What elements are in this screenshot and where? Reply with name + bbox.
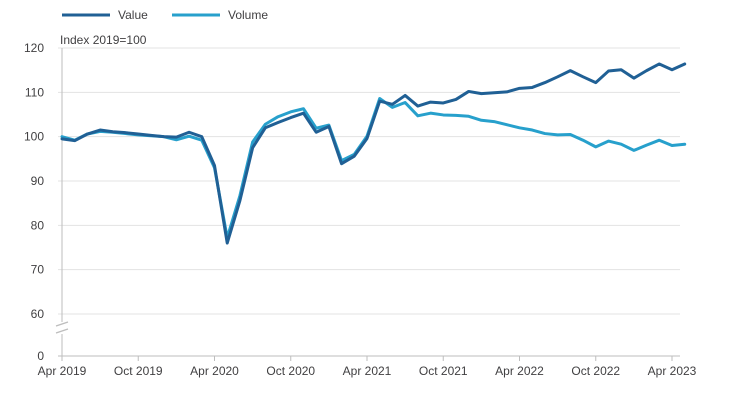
legend: Value Volume [62, 8, 268, 22]
x-tick-label-7: Oct 2022 [571, 364, 620, 378]
y-tick-label-90: 90 [31, 174, 45, 188]
x-tick-label-4: Apr 2021 [343, 364, 392, 378]
y-tick-label-60: 60 [31, 307, 45, 321]
y-tick-label-110: 110 [25, 85, 44, 99]
x-tick-label-8: Apr 2023 [648, 364, 697, 378]
gridlines [58, 47, 680, 315]
y-axis-tick-labels: 0 60 70 80 90 100 110 120 [24, 41, 44, 363]
x-tick-label-3: Oct 2020 [266, 364, 315, 378]
x-tick-label-5: Oct 2021 [419, 364, 468, 378]
legend-label-volume: Volume [228, 8, 268, 22]
y-tick-label-100: 100 [24, 130, 44, 144]
x-tick-label-6: Apr 2022 [495, 364, 544, 378]
legend-label-value: Value [118, 8, 148, 22]
y-axis-unit-label: Index 2019=100 [60, 33, 147, 47]
series-lines [60, 62, 687, 245]
axes [55, 48, 680, 357]
x-axis-tick-labels: Apr 2019 Oct 2019 Apr 2020 Oct 2020 Apr 2021… [38, 356, 697, 378]
y-tick-label-120: 120 [24, 41, 44, 55]
y-tick-label-0: 0 [37, 349, 44, 363]
y-tick-label-80: 80 [31, 218, 45, 232]
series-line-value [60, 62, 687, 245]
x-tick-label-0: Apr 2019 [38, 364, 87, 378]
x-tick-label-2: Apr 2020 [190, 364, 239, 378]
y-axis-break-mark [55, 321, 69, 334]
x-tick-label-1: Oct 2019 [114, 364, 163, 378]
y-tick-label-70: 70 [31, 263, 45, 277]
